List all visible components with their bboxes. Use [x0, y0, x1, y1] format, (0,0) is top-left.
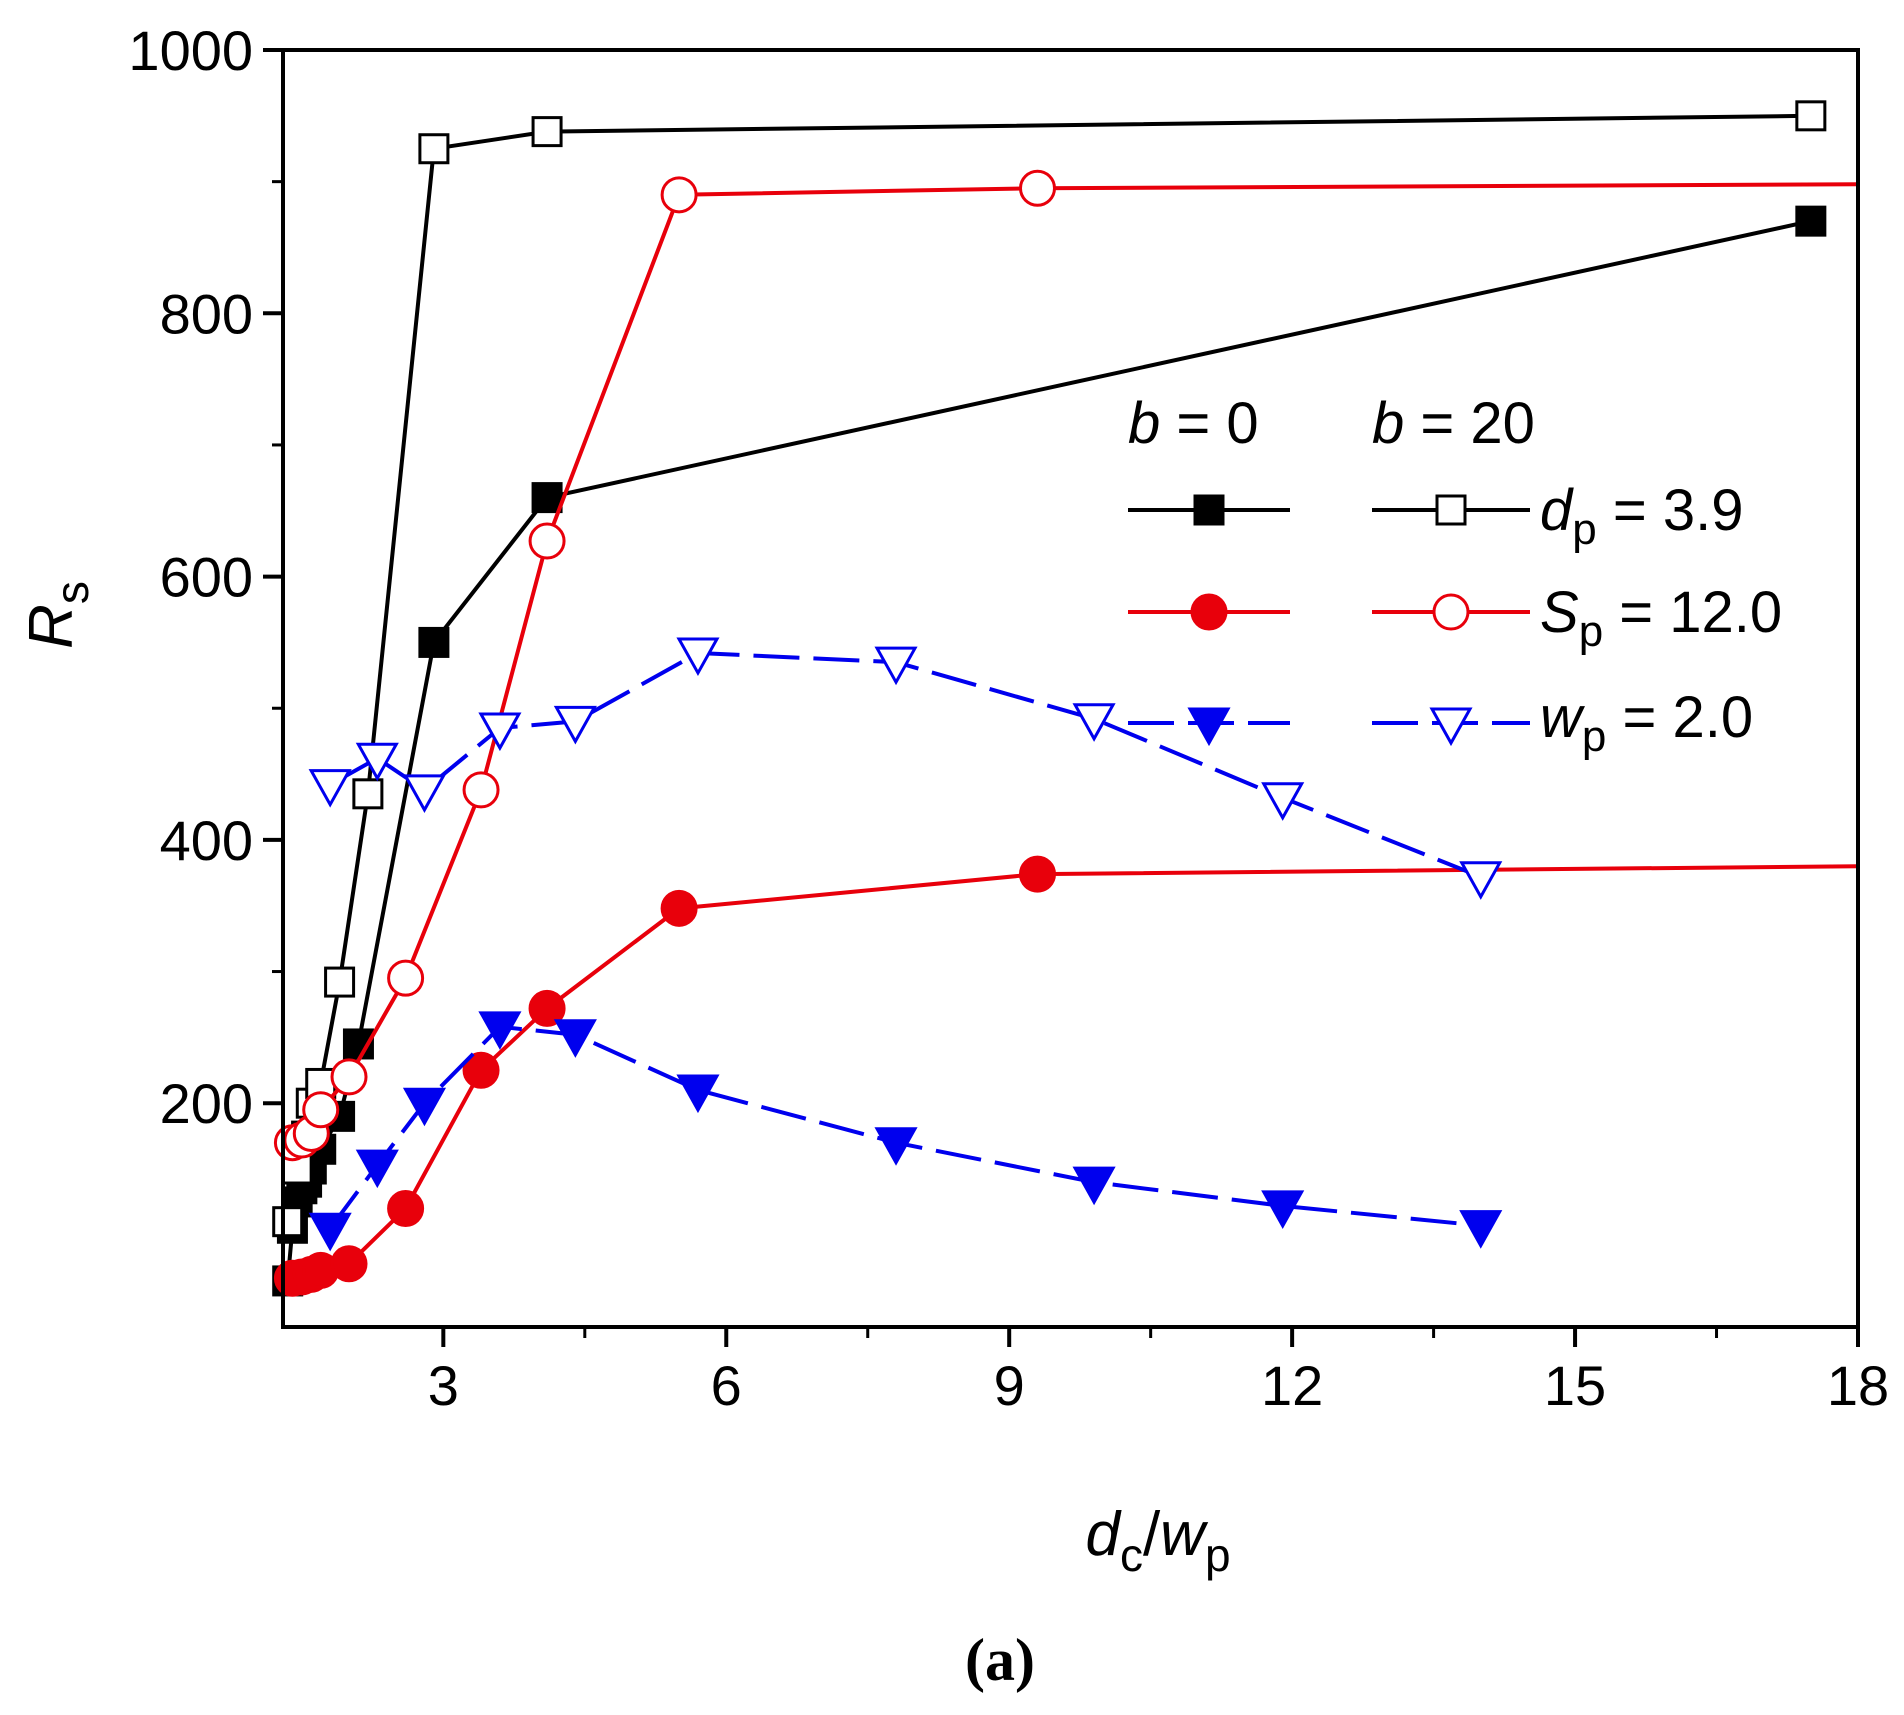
data-point — [1459, 1210, 1503, 1249]
legend-sample-marker — [1432, 593, 1470, 631]
panel-label: (a) — [965, 1627, 1035, 1693]
legend-sample-marker — [1435, 494, 1467, 526]
x-tick-label: 15 — [1544, 1354, 1606, 1417]
data-point — [874, 646, 918, 686]
data-point — [1261, 782, 1305, 821]
series-line — [292, 864, 1859, 1281]
data-point — [660, 176, 698, 214]
data-point — [324, 966, 356, 998]
data-point — [387, 1190, 425, 1228]
data-point — [462, 771, 500, 809]
series-layer — [272, 100, 1859, 1297]
x-tick-label: 6 — [711, 1354, 742, 1417]
data-point — [478, 712, 522, 752]
data-point — [676, 1074, 720, 1114]
x-axis-label: dc/wp — [1085, 1500, 1230, 1581]
data-point — [387, 959, 425, 997]
data-point — [478, 1011, 522, 1050]
x-tick-label: 18 — [1827, 1354, 1889, 1417]
y-axis-label: Rs — [17, 581, 98, 649]
legend-header-b0: b = 0 — [1128, 391, 1259, 456]
data-point — [308, 769, 352, 808]
data-point — [1018, 855, 1056, 893]
data-point — [272, 1206, 304, 1238]
data-point — [1261, 1190, 1305, 1229]
data-point — [531, 482, 563, 514]
plot-frame — [281, 48, 1860, 1329]
data-point — [462, 1051, 500, 1089]
data-point — [553, 705, 597, 745]
data-point — [553, 1019, 597, 1058]
data-point — [528, 989, 566, 1027]
data-point — [402, 1087, 447, 1127]
data-point — [1795, 205, 1827, 237]
legend-sample-marker — [1193, 494, 1225, 526]
series-2 — [273, 855, 1859, 1297]
x-tick-label: 3 — [428, 1354, 459, 1417]
data-point — [874, 1127, 918, 1166]
data-point — [330, 1245, 368, 1283]
data-point — [418, 626, 450, 658]
series-line — [285, 113, 1811, 1223]
legend-label-wp: wp = 2.0 — [1540, 685, 1753, 761]
data-point — [660, 889, 698, 927]
legend-sample-marker — [1429, 707, 1473, 747]
legend-sample-marker — [1187, 707, 1231, 747]
data-point — [355, 742, 399, 782]
data-point — [1018, 169, 1056, 207]
series-1 — [272, 100, 1827, 1238]
data-point — [308, 1212, 352, 1252]
data-point — [528, 522, 566, 560]
data-point — [418, 133, 450, 165]
data-point — [352, 778, 384, 810]
legend-samples — [1128, 494, 1530, 747]
series-4 — [308, 1011, 1503, 1252]
series-5 — [308, 637, 1503, 900]
data-point — [355, 1149, 399, 1189]
legend: b = 0 b = 20 dp = 3.9 Sp = 12.0 wp = 2.0 — [1128, 391, 1782, 761]
legend-label-dp: dp = 3.9 — [1540, 478, 1743, 554]
x-tick-label: 9 — [994, 1354, 1025, 1417]
data-point — [531, 116, 563, 148]
y-tick-label: 1000 — [128, 19, 253, 82]
y-tick-label: 200 — [160, 1072, 253, 1135]
legend-sample-marker — [1190, 593, 1228, 631]
data-point — [1072, 1166, 1116, 1206]
data-point — [1072, 703, 1116, 742]
legend-header-b20: b = 20 — [1372, 391, 1535, 456]
x-tick-label: 12 — [1261, 1354, 1323, 1417]
series-line — [329, 651, 1482, 879]
data-point — [1795, 100, 1827, 132]
series-3 — [273, 169, 1859, 1162]
series-line — [291, 182, 1859, 1145]
data-point — [402, 774, 447, 813]
data-point — [1459, 861, 1503, 900]
y-tick-label: 600 — [160, 546, 253, 609]
data-point — [302, 1091, 340, 1129]
series-line — [328, 1024, 1481, 1230]
legend-label-sp: Sp = 12.0 — [1540, 580, 1782, 656]
data-point — [330, 1058, 368, 1096]
y-tick-label: 400 — [160, 809, 253, 872]
axes-layer: 3 6 9 12 15 18 200 400 600 800 1000 — [128, 19, 1889, 1417]
y-tick-label: 800 — [160, 282, 253, 345]
data-point — [676, 637, 720, 677]
